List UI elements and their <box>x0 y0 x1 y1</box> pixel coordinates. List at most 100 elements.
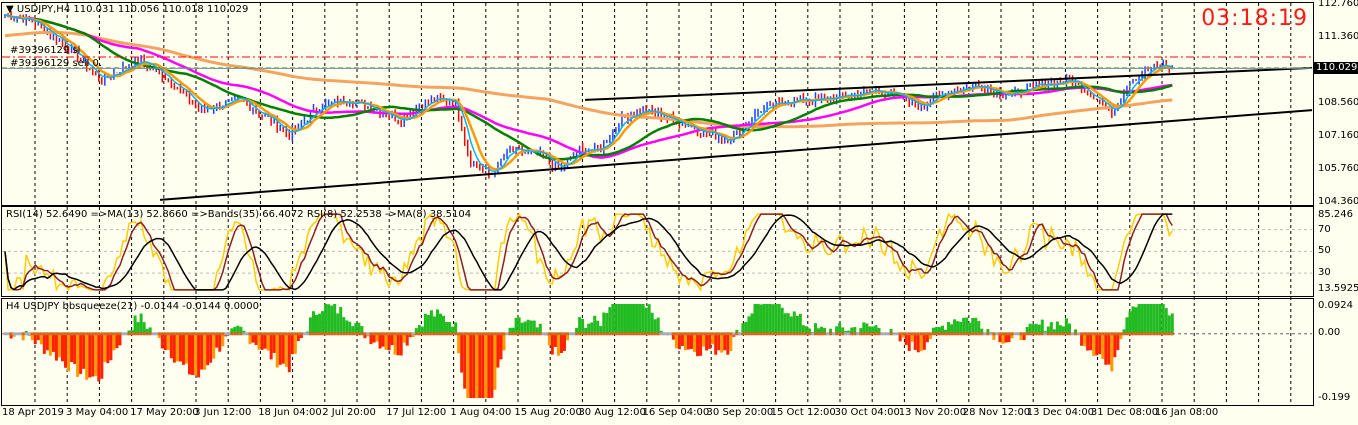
squeeze-dot <box>602 332 606 336</box>
squeeze-dot <box>826 332 830 336</box>
squeeze-dot <box>1110 332 1114 336</box>
squeeze-dot <box>696 332 700 336</box>
squeeze-dot <box>200 332 204 336</box>
squeeze-dot <box>236 332 240 336</box>
squeeze-dot <box>339 332 343 336</box>
squeeze-dot <box>1071 332 1075 336</box>
squeeze-dot <box>109 332 113 336</box>
squeeze-dot <box>768 332 772 336</box>
squeeze-dot <box>711 332 715 336</box>
squeeze-dot <box>360 332 364 336</box>
squeeze-dot <box>402 332 406 336</box>
squeeze-dot <box>1043 332 1047 336</box>
squeeze-dot <box>656 332 660 336</box>
squeeze-dot <box>484 332 488 336</box>
squeeze-dot <box>378 332 382 336</box>
squeeze-dot <box>366 332 370 336</box>
squeeze-dot <box>789 332 793 336</box>
trendline <box>159 109 1313 201</box>
time-axis-label: 18 Apr 2019 <box>2 407 64 418</box>
squeeze-dot <box>1104 332 1108 336</box>
squeeze-dot <box>342 332 346 336</box>
squeeze-dot <box>895 332 899 336</box>
squeeze-dot <box>100 332 104 336</box>
order-sell-label[interactable]: #39396129 sell 0. <box>10 58 103 69</box>
squeeze-dot <box>284 332 288 336</box>
squeeze-dot <box>572 332 576 336</box>
squeeze-dot <box>937 332 941 336</box>
squeeze-dot <box>517 332 521 336</box>
squeeze-dot <box>248 332 252 336</box>
squeeze-dot <box>562 332 566 336</box>
squeeze-dot <box>469 332 473 336</box>
price-axis-label: 104.360 <box>1318 196 1358 207</box>
squeeze-dot <box>804 332 808 336</box>
squeeze-dot <box>584 332 588 336</box>
squeeze-dot <box>986 332 990 336</box>
squeeze-dot <box>1101 332 1105 336</box>
squeeze-dot <box>245 332 249 336</box>
squeeze-dot <box>293 332 297 336</box>
panel-frame-1 <box>1 206 1314 297</box>
squeeze-dot <box>432 332 436 336</box>
squeeze-dot <box>623 332 627 336</box>
squeeze-dot <box>330 332 334 336</box>
squeeze-dot <box>674 332 678 336</box>
squeeze-dot <box>18 332 22 336</box>
squeeze-dot <box>844 332 848 336</box>
squeeze-dot <box>677 332 681 336</box>
squeeze-dot <box>266 332 270 336</box>
squeeze-dot <box>723 332 727 336</box>
squeeze-dot <box>239 332 243 336</box>
order-sl-label[interactable]: #39396129 sl <box>10 45 81 56</box>
squeeze-axis-label: -0.199 <box>1318 392 1351 403</box>
squeeze-dot <box>166 332 170 336</box>
squeeze-dot <box>393 332 397 336</box>
squeeze-dot <box>73 332 77 336</box>
squeeze-dot <box>792 332 796 336</box>
squeeze-dot <box>596 332 600 336</box>
time-axis-label: 13 Nov 20:00 <box>898 407 967 418</box>
squeeze-dot <box>381 332 385 336</box>
price-axis-label: 112.760 <box>1318 0 1358 9</box>
squeeze-dot <box>215 332 219 336</box>
time-axis-label: 16 Jan 08:00 <box>1154 407 1219 418</box>
time-axis-label: 2 Jul 20:00 <box>322 407 376 418</box>
squeeze-dot <box>493 332 497 336</box>
squeeze-dot <box>1152 332 1156 336</box>
squeeze-dot <box>841 332 845 336</box>
squeeze-dot <box>774 332 778 336</box>
squeeze-dot <box>191 332 195 336</box>
squeeze-dot <box>112 332 116 336</box>
squeeze-dot <box>51 332 55 336</box>
squeeze-dot <box>877 332 881 336</box>
squeeze-dot <box>442 332 446 336</box>
squeeze-dot <box>983 332 987 336</box>
collapse-triangle-icon[interactable]: ▼ <box>6 4 14 15</box>
squeeze-dot <box>892 332 896 336</box>
squeeze-dot <box>60 332 64 336</box>
squeeze-dot <box>680 332 684 336</box>
squeeze-dot <box>578 332 582 336</box>
squeeze-dot <box>689 332 693 336</box>
squeeze-dot <box>466 332 470 336</box>
squeeze-dot <box>345 332 349 336</box>
squeeze-dot <box>260 332 264 336</box>
squeeze-dot <box>732 332 736 336</box>
squeeze-dot <box>54 332 58 336</box>
rsi-axis-label: 30 <box>1318 267 1331 279</box>
squeeze-dot <box>919 332 923 336</box>
squeeze-dot <box>747 332 751 336</box>
squeeze-dot <box>369 332 373 336</box>
squeeze-dot <box>67 332 71 336</box>
rsi-indicator-label: RSI(14) 52.6490 =>MA(13) 52.8660 =>Bands… <box>6 209 472 220</box>
squeeze-dot <box>904 332 908 336</box>
squeeze-dot <box>1122 332 1126 336</box>
squeeze-dot <box>9 332 13 336</box>
squeeze-dot <box>296 332 300 336</box>
squeeze-dot <box>665 332 669 336</box>
squeeze-dot <box>351 332 355 336</box>
squeeze-dot <box>995 332 999 336</box>
squeeze-dot <box>668 332 672 336</box>
